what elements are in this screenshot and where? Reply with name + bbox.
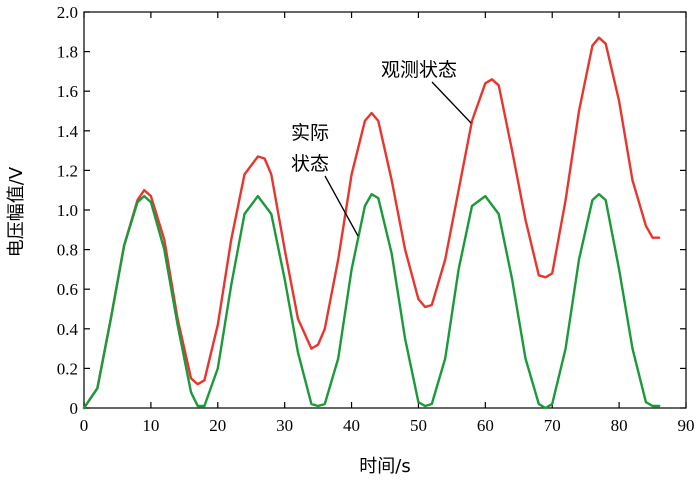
annotation-observed-leader (431, 81, 472, 124)
annotations: 观测状态 实际 状态 (291, 59, 472, 237)
x-tick-label-0: 0 (80, 416, 89, 435)
y-tick-label-6: 1.2 (57, 161, 78, 180)
y-tick-label-4: 0.8 (57, 241, 78, 260)
series-line-1 (82, 192, 661, 410)
x-axis-label: 时间/s (359, 456, 410, 477)
annotation-actual-leader (324, 175, 359, 237)
x-tick-label-1: 10 (142, 416, 159, 435)
y-tick-label-5: 1.0 (57, 201, 78, 220)
x-tick-label-4: 40 (343, 416, 360, 435)
series-layer (82, 36, 661, 410)
ticks: 0 10 20 30 40 50 60 70 80 90 0 0.2 0.4 0.6 0.8 1.0 1.2 1.… (57, 3, 695, 435)
y-tick-label-8: 1.6 (57, 82, 78, 101)
series-line-0 (82, 36, 661, 410)
y-tick-label-9: 1.8 (57, 43, 78, 62)
x-tick-label-5: 50 (410, 416, 427, 435)
annotation-actual-label-line1: 实际 (291, 122, 329, 144)
y-tick-label-3: 0.6 (57, 280, 78, 299)
annotation-observed-label: 观测状态 (381, 59, 457, 81)
x-tick-label-8: 80 (611, 416, 628, 435)
x-tick-label-3: 30 (276, 416, 293, 435)
y-tick-label-2: 0.4 (57, 320, 79, 339)
y-tick-label-1: 0.2 (57, 359, 78, 378)
y-axis-label: 电压幅值/V (6, 166, 27, 257)
annotation-actual-label-line2: 状态 (291, 153, 329, 175)
y-tick-label-7: 1.4 (57, 122, 79, 141)
y-tick-label-0: 0 (70, 399, 79, 418)
y-tick-label-10: 2.0 (57, 3, 78, 22)
x-tick-label-2: 20 (209, 416, 226, 435)
x-tick-label-9: 90 (678, 416, 695, 435)
x-tick-label-7: 70 (544, 416, 561, 435)
x-tick-label-6: 60 (477, 416, 494, 435)
